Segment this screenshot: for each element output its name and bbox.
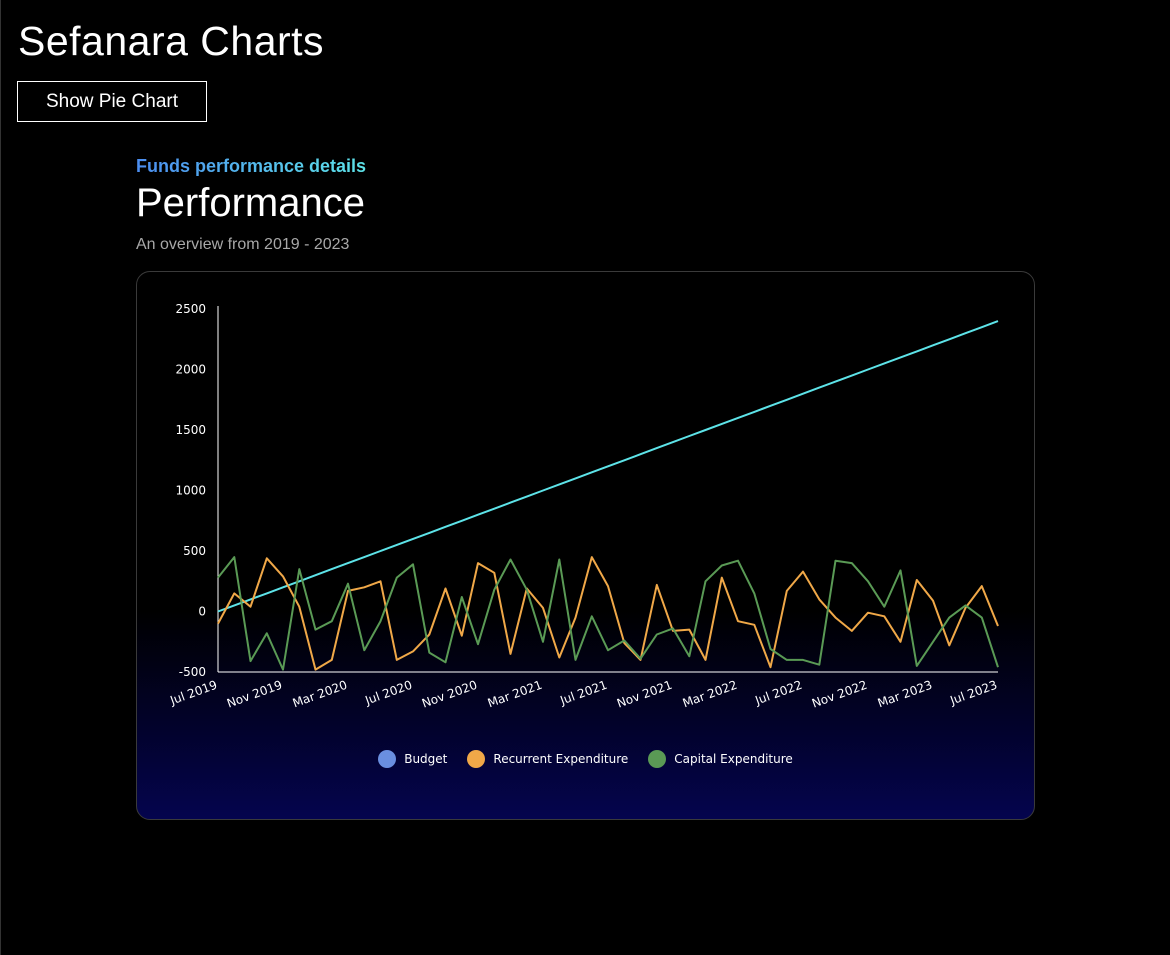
x-tick-label: Nov 2019 — [225, 678, 284, 711]
chart-series — [217, 320, 999, 671]
legend-swatch-budget — [378, 750, 397, 768]
show-pie-chart-button[interactable]: Show Pie Chart — [17, 81, 207, 122]
legend-item-budget[interactable]: Budget — [378, 750, 447, 768]
legend-label-capital-expenditure: Capital Expenditure — [674, 752, 793, 766]
y-tick-label: 1000 — [175, 484, 206, 498]
performance-line-chart: -500 0 500 1000 1500 2000 2500 Jul 2019 Nov 201… — [167, 302, 999, 711]
y-tick-label: 0 — [198, 605, 206, 619]
chart-legend: Budget Recurrent Expenditure Capital Exp… — [137, 750, 1034, 768]
y-tick-label: -500 — [179, 665, 206, 679]
legend-label-budget: Budget — [404, 752, 448, 766]
legend-swatch-capital-expenditure — [648, 750, 667, 768]
x-tick-label: Jul 2020 — [362, 678, 414, 708]
x-tick-label: Jul 2023 — [947, 678, 999, 708]
x-tick-label: Mar 2022 — [681, 678, 739, 711]
y-axis: -500 0 500 1000 1500 2000 2500 — [175, 302, 219, 679]
x-tick-label: Mar 2020 — [291, 678, 349, 711]
x-tick-label: Mar 2021 — [486, 678, 544, 711]
y-tick-label: 2000 — [175, 363, 206, 377]
app-title: Sefanara Charts — [18, 18, 325, 64]
window-edge — [0, 0, 1, 955]
recurrent-expenditure-line[interactable] — [217, 556, 999, 671]
legend-swatch-recurrent-expenditure — [467, 750, 486, 768]
x-tick-label: Nov 2021 — [615, 678, 674, 711]
capital-expenditure-line[interactable] — [217, 556, 999, 671]
legend-item-recurrent-expenditure[interactable]: Recurrent Expenditure — [467, 750, 628, 768]
legend-label-recurrent-expenditure: Recurrent Expenditure — [493, 752, 629, 766]
x-tick-label: Jul 2022 — [752, 678, 804, 708]
x-tick-label: Nov 2022 — [810, 678, 869, 711]
performance-chart-card: -500 0 500 1000 1500 2000 2500 Jul 2019 Nov 201… — [136, 271, 1035, 820]
x-tick-label: Jul 2019 — [167, 678, 219, 708]
section-subtitle: An overview from 2019 - 2023 — [136, 236, 350, 253]
x-tick-label: Jul 2021 — [557, 678, 609, 708]
x-axis: Jul 2019 Nov 2019 Mar 2020 Jul 2020 Nov 2020… — [167, 671, 999, 711]
y-tick-label: 1500 — [175, 423, 206, 437]
y-tick-label: 2500 — [175, 302, 206, 316]
x-tick-label: Mar 2023 — [876, 678, 934, 711]
section-eyebrow: Funds performance details — [136, 156, 367, 176]
x-tick-label: Nov 2020 — [420, 678, 479, 711]
budget-line[interactable] — [217, 320, 999, 613]
y-tick-label: 500 — [183, 544, 206, 558]
section-title: Performance — [136, 181, 365, 225]
legend-item-capital-expenditure[interactable]: Capital Expenditure — [648, 750, 793, 768]
